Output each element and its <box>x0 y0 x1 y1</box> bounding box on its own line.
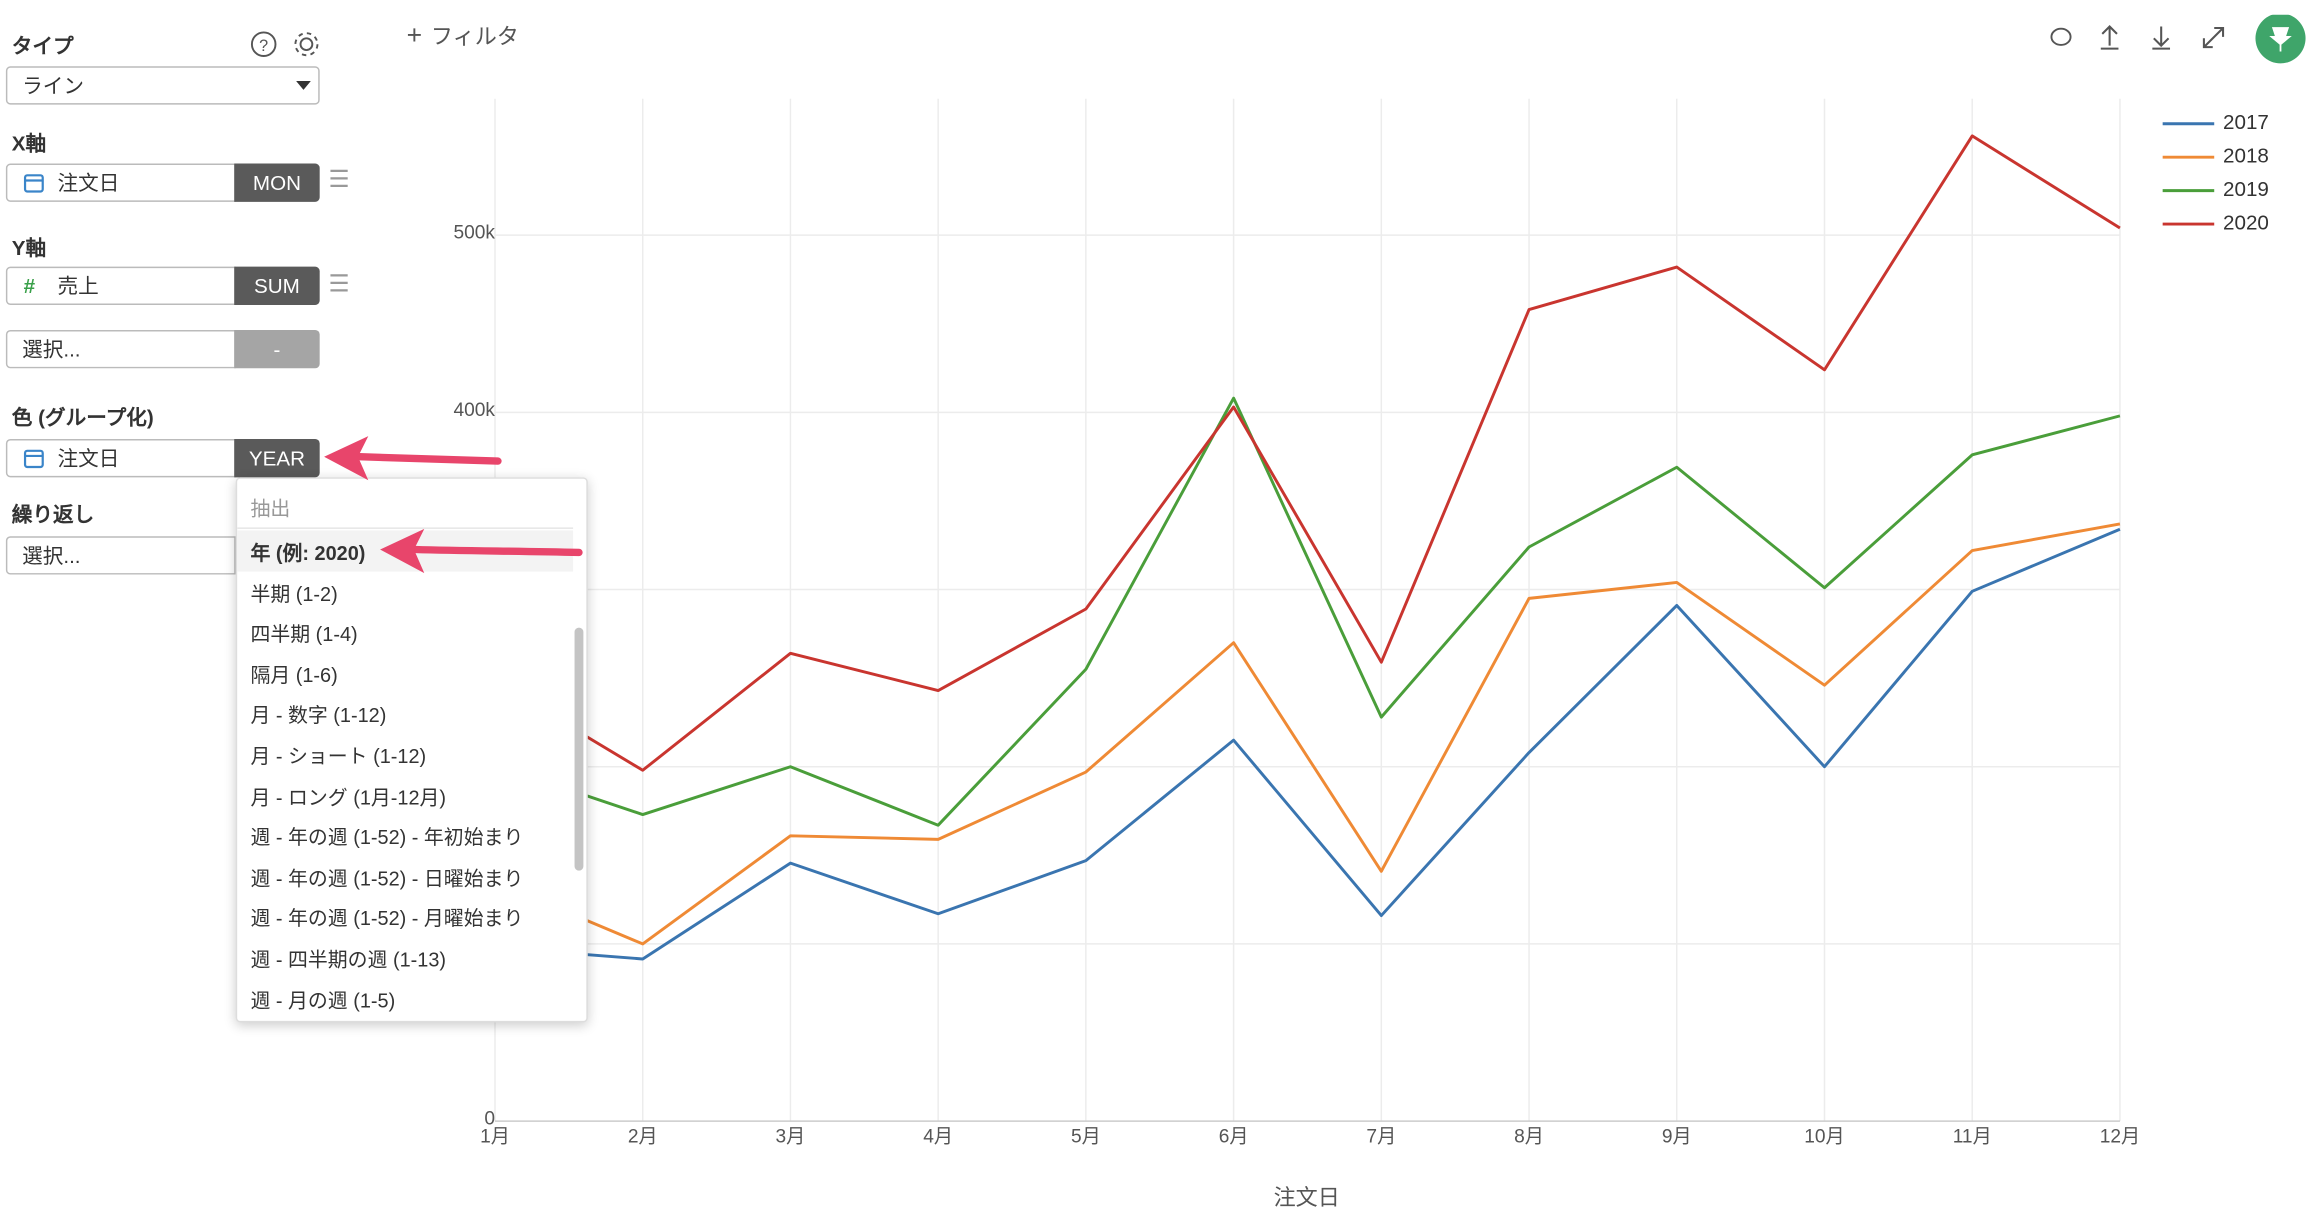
x-tick-label: 3月 <box>776 1126 806 1147</box>
dropdown-item[interactable]: 週 - 年の週 (1-52) - 日曜始まり <box>250 867 524 890</box>
type-select[interactable]: ライン <box>5 66 320 105</box>
line-series <box>494 527 2121 961</box>
repeat-field-value: 選択... <box>22 543 81 568</box>
svg-text:?: ? <box>259 37 268 55</box>
y2-field-value: 選択... <box>22 337 81 361</box>
y2-agg[interactable]: - <box>234 329 320 369</box>
y-tick-label: 500k <box>453 223 495 244</box>
x-tick-label: 8月 <box>1514 1126 1544 1147</box>
color-agg[interactable]: YEAR <box>234 439 320 478</box>
help-icon[interactable] <box>250 31 277 57</box>
type-icons: ? <box>250 31 319 57</box>
filter-button[interactable]: + フィルタ <box>407 21 519 52</box>
x-tick-label: 9月 <box>1662 1126 1692 1147</box>
plus-icon: + <box>406 20 423 51</box>
x-tick-label: 4月 <box>923 1126 953 1147</box>
y2-field[interactable]: 選択... <box>5 329 236 369</box>
dropdown-menu: 抽出 年 (例: 2020) 半期 (1-2) 四半期 (1-4) 隔月 (1-6) 月… <box>235 477 588 1023</box>
toolbar-icons <box>2050 14 2306 64</box>
dropdown-item[interactable]: 月 - 数字 (1-12) <box>250 704 387 727</box>
caret <box>296 81 311 90</box>
x-tick-label: 5月 <box>1071 1126 1101 1147</box>
dropdown-item[interactable]: 週 - 四半期の週 (1-13) <box>250 948 447 971</box>
repeat-field[interactable]: 選択... <box>5 536 236 575</box>
x-agg[interactable]: MON <box>234 163 320 202</box>
expand-icon[interactable] <box>2202 26 2225 49</box>
dropdown-item[interactable]: 週 - 年の週 (1-52) - 年初始まり <box>250 826 524 849</box>
dropdown-item[interactable]: 週 - 月の週 (1-5) <box>250 989 396 1012</box>
legend-label: 2019 <box>2223 178 2269 201</box>
upload-icon[interactable] <box>2100 25 2119 50</box>
dropdown-item[interactable]: 週 - 年の週 (1-52) - 月曜始まり <box>250 908 524 931</box>
type-value: ライン <box>22 73 84 98</box>
x-tick-label: 2月 <box>628 1126 658 1147</box>
x-tick-label: 11月 <box>1953 1126 1992 1147</box>
y-agg[interactable]: SUM <box>234 266 320 305</box>
color-field[interactable]: 注文日 <box>5 439 236 478</box>
x-field-value: 注文日 <box>57 170 120 195</box>
legend-label: 2020 <box>2223 212 2269 235</box>
line-series <box>494 522 2121 946</box>
color-field-value: 注文日 <box>57 446 120 470</box>
comment-icon[interactable] <box>2050 27 2072 46</box>
y-axis-label: Y軸 <box>11 235 47 260</box>
y-field[interactable]: # 売上 <box>5 266 236 305</box>
x-axis-title: 注文日 <box>1274 1185 1340 1210</box>
y-field-value: 売上 <box>57 274 99 298</box>
dropdown-item[interactable]: 四半期 (1-4) <box>250 623 358 646</box>
color-label: 色 (グループ化) <box>11 405 154 429</box>
line-series <box>494 134 2121 772</box>
calendar-icon <box>23 449 44 469</box>
legend-label: 2017 <box>2223 111 2269 134</box>
x-tick-label: 7月 <box>1366 1126 1396 1147</box>
x-tick-label: 1月 <box>480 1126 510 1147</box>
y-tick-label: 400k <box>453 400 495 421</box>
dropdown-item[interactable]: 月 - ショート (1-12) <box>250 745 427 768</box>
settings-icon[interactable] <box>299 37 314 52</box>
repeat-label: 繰り返し <box>11 502 95 526</box>
y-tick-label: 0 <box>484 1109 495 1130</box>
line-series <box>494 396 2121 827</box>
x-tick-label: 10月 <box>1804 1126 1844 1147</box>
search-box[interactable]: 抽出 <box>237 479 574 529</box>
filter-label: フィルタ <box>430 25 519 51</box>
download-icon[interactable] <box>2152 26 2171 50</box>
type-label: タイプ <box>11 33 74 58</box>
pin-icon <box>2269 27 2292 52</box>
dropdown-item[interactable]: 隔月 (1-6) <box>250 664 338 687</box>
x-tick-label: 6月 <box>1219 1126 1249 1147</box>
calendar-icon <box>23 174 44 193</box>
dropdown-item[interactable]: 月 - ロング (1月-12月) <box>250 786 447 809</box>
number-icon: # <box>23 274 36 298</box>
dropdown-item[interactable]: 半期 (1-2) <box>250 582 338 605</box>
menu-icon[interactable]: ☰ <box>328 272 350 298</box>
dropdown-item[interactable]: 年 (例: 2020) <box>250 542 366 565</box>
search-placeholder: 抽出 <box>250 497 291 521</box>
scrollbar[interactable] <box>574 627 584 871</box>
menu-icon[interactable]: ☰ <box>328 167 350 193</box>
x-tick-label: 12月 <box>2100 1126 2140 1147</box>
x-axis-label: X軸 <box>11 131 47 155</box>
legend-label: 2018 <box>2223 145 2269 168</box>
x-field[interactable]: 注文日 <box>5 163 236 202</box>
